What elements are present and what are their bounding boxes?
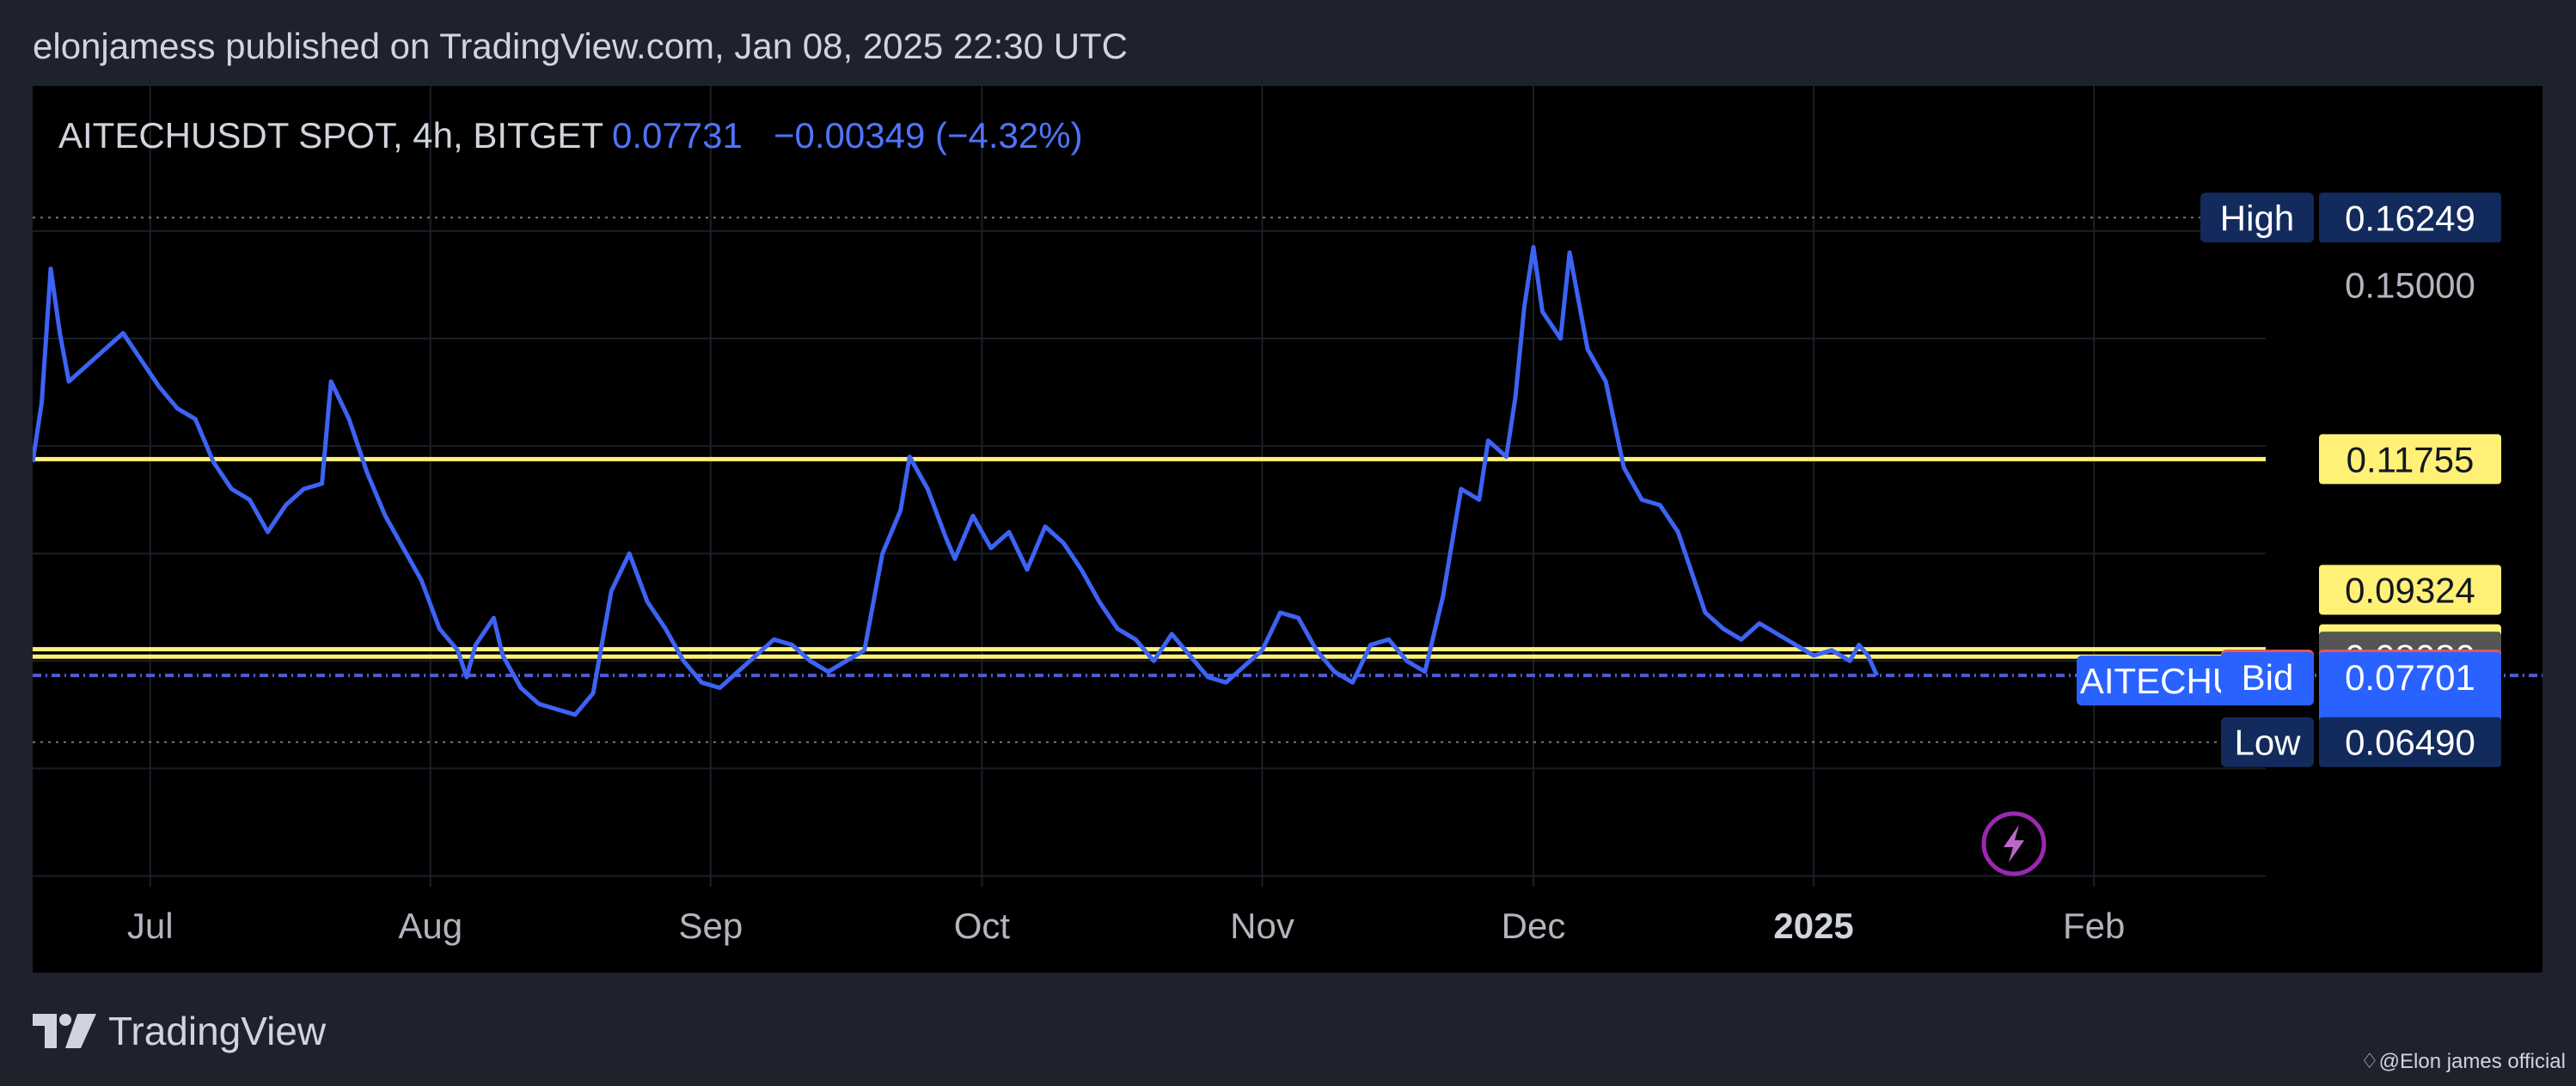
price-tag: 0.06490 Low (2221, 717, 2501, 767)
x-tick-label: 2025 (1773, 906, 1853, 946)
price-tag-label: High (2220, 198, 2294, 238)
lightning-icon[interactable] (1981, 811, 2047, 876)
price-series-line (33, 245, 1879, 717)
x-tick-label: Feb (2063, 906, 2125, 946)
x-tick-label: Jul (127, 906, 174, 946)
diamond-icon: ♢ (2360, 1050, 2379, 1073)
price-tag-value: 0.06490 (2345, 723, 2475, 763)
price-scale-tags: 0.16249High0.150000.117550.093240.082180… (2077, 192, 2501, 767)
tradingview-logo-icon (33, 1014, 96, 1048)
price-tag: 0.16249 High (2200, 192, 2501, 243)
x-tick-label: Nov (1230, 906, 1294, 946)
chart-panel[interactable]: Jul Aug Sep Oct Nov Dec 2025 Feb 0.16249 High 0.1… (33, 86, 2542, 973)
grid (33, 86, 2266, 887)
x-tick-label: Oct (954, 906, 1011, 946)
price-tag-label: Low (2234, 723, 2301, 763)
x-tick-label: Dec (1502, 906, 1566, 946)
price-chart[interactable]: Jul Aug Sep Oct Nov Dec 2025 Feb 0.16249High0.1… (33, 86, 2542, 973)
price-tag-value: 0.09324 (2345, 570, 2475, 610)
price-tag: 0.11755 (2319, 434, 2501, 485)
legend-symbol: AITECHUSDT SPOT, 4h, BITGET (58, 115, 603, 156)
price-tag: 0.09324 (2319, 564, 2501, 615)
tradingview-logo-text: TradingView (108, 1009, 327, 1053)
x-tick-label: Sep (678, 906, 743, 946)
legend-change: −0.00349 (−4.32%) (774, 115, 1083, 156)
tradingview-logo[interactable]: TradingView (33, 1005, 326, 1057)
published-caption: elonjamess published on TradingView.com,… (33, 26, 1129, 66)
x-tick-label: Aug (398, 906, 462, 946)
credit-watermark: ♢@Elon james official (2360, 1050, 2566, 1073)
price-tag-value: 0.16249 (2345, 198, 2475, 238)
legend-price: 0.07731 (612, 115, 743, 156)
x-axis: Jul Aug Sep Oct Nov Dec 2025 Feb (127, 906, 2125, 946)
price-tag: 0.15000 (2345, 265, 2475, 305)
price-tag-label: Bid (2242, 657, 2294, 698)
price-tag: 0.07701 Bid (2221, 651, 2501, 702)
price-tag-value: 0.15000 (2345, 265, 2475, 305)
series-layer (33, 245, 1879, 717)
price-tag-value: 0.11755 (2347, 439, 2475, 479)
price-tag-value: 0.07701 (2345, 657, 2475, 698)
